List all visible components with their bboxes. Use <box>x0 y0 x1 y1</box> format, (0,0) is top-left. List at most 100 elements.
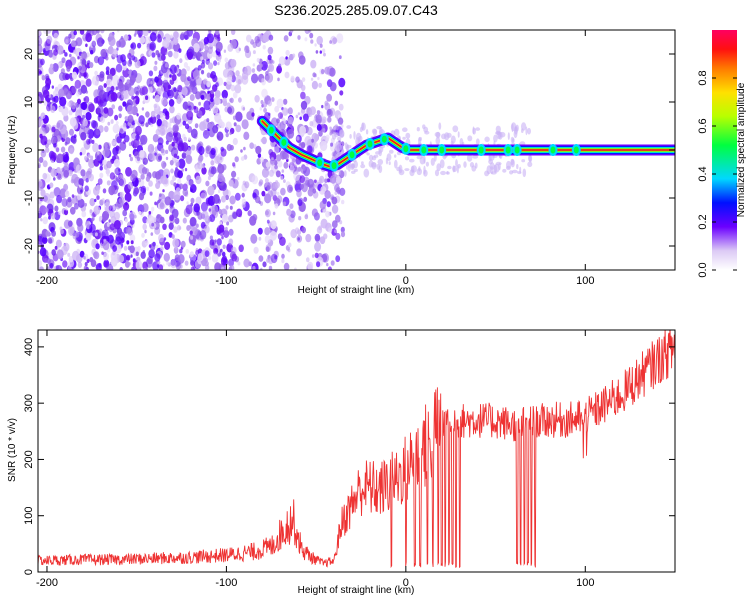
spectrogram-noise-cell <box>224 61 231 70</box>
spectrogram-noise-cell <box>169 105 175 114</box>
spectrogram-noise-cell <box>81 58 87 65</box>
spectrogram-noise-cell <box>283 119 287 125</box>
spectrogram-noise-cell <box>181 168 184 172</box>
spectrogram-noise-cell <box>180 195 185 202</box>
spectrogram-noise-cell <box>180 73 187 83</box>
spectrogram-noise-cell <box>56 120 64 130</box>
spectrogram-noise-cell <box>339 129 345 138</box>
spectrogram-noise-cell <box>101 198 105 202</box>
spectrogram-noise-cell <box>140 173 145 180</box>
spectrogram-noise-cell <box>152 95 156 99</box>
spectrogram-noise-cell <box>165 208 170 215</box>
spectrogram-noise-cell <box>187 76 191 82</box>
spectrogram-noise-cell <box>68 226 76 236</box>
spectrogram-noise-cell <box>361 122 366 131</box>
spectrogram-noise-cell <box>93 205 101 215</box>
spectrogram-noise-cell <box>41 75 46 81</box>
spectrogram-noise-cell <box>69 147 74 155</box>
spectrogram-noise-cell <box>105 168 111 175</box>
spectrogram-noise-cell <box>170 179 175 186</box>
spectrogram-noise-cell <box>56 194 63 204</box>
spectrogram-noise-cell <box>296 189 302 198</box>
spectrogram-noise-cell <box>39 247 47 257</box>
spectrogram-noise-cell <box>74 231 80 238</box>
spectrogram-noise-cell <box>201 59 205 64</box>
spectrogram-ridge-knot <box>268 126 274 134</box>
spectrogram-noise-cell <box>96 195 100 200</box>
spectrogram-noise-cell <box>224 57 229 63</box>
spectrogram-noise-cell <box>255 145 262 155</box>
spectrogram-noise-cell <box>123 245 128 251</box>
spectrogram-noise-cell <box>185 154 193 165</box>
spectrogram-noise-cell <box>288 242 292 248</box>
spectrogram-noise-cell <box>145 218 150 224</box>
spectrogram-x-ticks: -200 -100 0 100 <box>36 30 594 287</box>
spectrogram-noise-cell <box>145 122 149 128</box>
spectrogram-noise-cell <box>238 97 242 103</box>
spectrogram-noise-cell <box>222 68 230 78</box>
spectrogram-noise-cell <box>125 226 132 235</box>
spectrogram-noise-cell <box>335 232 341 240</box>
spectrogram-noise-cell <box>70 206 76 215</box>
spectrogram-noise-cell <box>261 88 268 98</box>
spectrogram-noise-cell <box>89 209 93 214</box>
spectrogram-noise-cell <box>40 149 47 158</box>
spectrogram-noise-cell <box>164 241 171 250</box>
spectrogram-noise-cell <box>131 95 135 100</box>
spectrogram-noise-cell <box>220 121 225 129</box>
spectrogram-noise-cell <box>171 208 179 219</box>
spectrogram-noise-cell <box>282 151 288 160</box>
spectrogram-noise-cell <box>263 107 267 113</box>
spectrogram-noise-cell <box>122 101 127 107</box>
spectrogram-noise-cell <box>212 194 220 204</box>
spectrogram-noise-cell <box>87 154 91 159</box>
spectrogram-noise-cell <box>181 86 188 96</box>
spectrogram-noise-cell <box>513 130 518 139</box>
spectrogram-noise-cell <box>182 188 189 197</box>
spectrogram-noise-cell <box>300 91 306 100</box>
spectrogram-noise-cell <box>135 260 143 270</box>
spectrogram-noise-cell <box>265 71 269 76</box>
spectrogram-noise-cell <box>105 56 109 61</box>
spectrogram-noise-cell <box>231 30 236 35</box>
spectrogram-noise-cell <box>152 171 158 179</box>
spectrogram-noise-cell <box>498 131 503 140</box>
spectrogram-noise-cell <box>302 166 306 171</box>
spectrogram-noise-cell <box>112 74 120 85</box>
spectrogram-noise-cell <box>294 182 302 193</box>
spectrogram-ridge-knot <box>381 135 387 143</box>
spectrogram-noise-cell <box>106 180 111 186</box>
x-tick-label: 0 <box>403 275 409 287</box>
y-tick-label: 20 <box>23 48 35 60</box>
spectrogram-noise-cell <box>89 198 96 207</box>
spectrogram-noise-cell <box>129 156 133 162</box>
spectrogram-noise-cell <box>318 225 322 231</box>
spectrogram-noise-cell <box>38 162 41 167</box>
spectrogram-noise-cell <box>146 77 154 88</box>
spectrogram-noise-cell <box>107 121 111 126</box>
spectrogram-noise-cell <box>203 100 211 111</box>
spectrogram-noise-cell <box>241 192 245 198</box>
spectrogram-noise-cell <box>57 173 62 179</box>
spectrogram-noise-cell <box>265 210 269 216</box>
spectrogram-noise-cell <box>116 136 122 144</box>
spectrogram-noise-cell <box>173 182 177 187</box>
spectrogram-ridge-knot <box>281 138 287 146</box>
spectrogram-noise-cell <box>204 264 210 270</box>
spectrogram-noise-cell <box>56 167 61 174</box>
spectrogram-noise-cell <box>65 206 68 211</box>
spectrogram-noise-cell <box>331 204 339 214</box>
spectrogram-noise-cell <box>430 157 435 166</box>
spectrogram-noise-cell <box>272 211 276 216</box>
spectrogram-noise-cell <box>283 56 291 66</box>
spectrogram-noise-cell <box>93 97 99 104</box>
spectrogram-noise-cell <box>42 160 48 168</box>
spectrogram-noise-cell <box>197 65 202 71</box>
spectrogram-noise-cell <box>173 135 179 144</box>
spectrogram-noise-cell <box>153 88 157 92</box>
spectrogram-noise-cell <box>330 260 335 266</box>
spectrogram-noise-cell <box>145 95 149 100</box>
spectrogram-noise-cell <box>213 247 219 255</box>
spectrogram-noise-cell <box>268 169 274 177</box>
spectrogram-noise-cell <box>98 228 103 234</box>
